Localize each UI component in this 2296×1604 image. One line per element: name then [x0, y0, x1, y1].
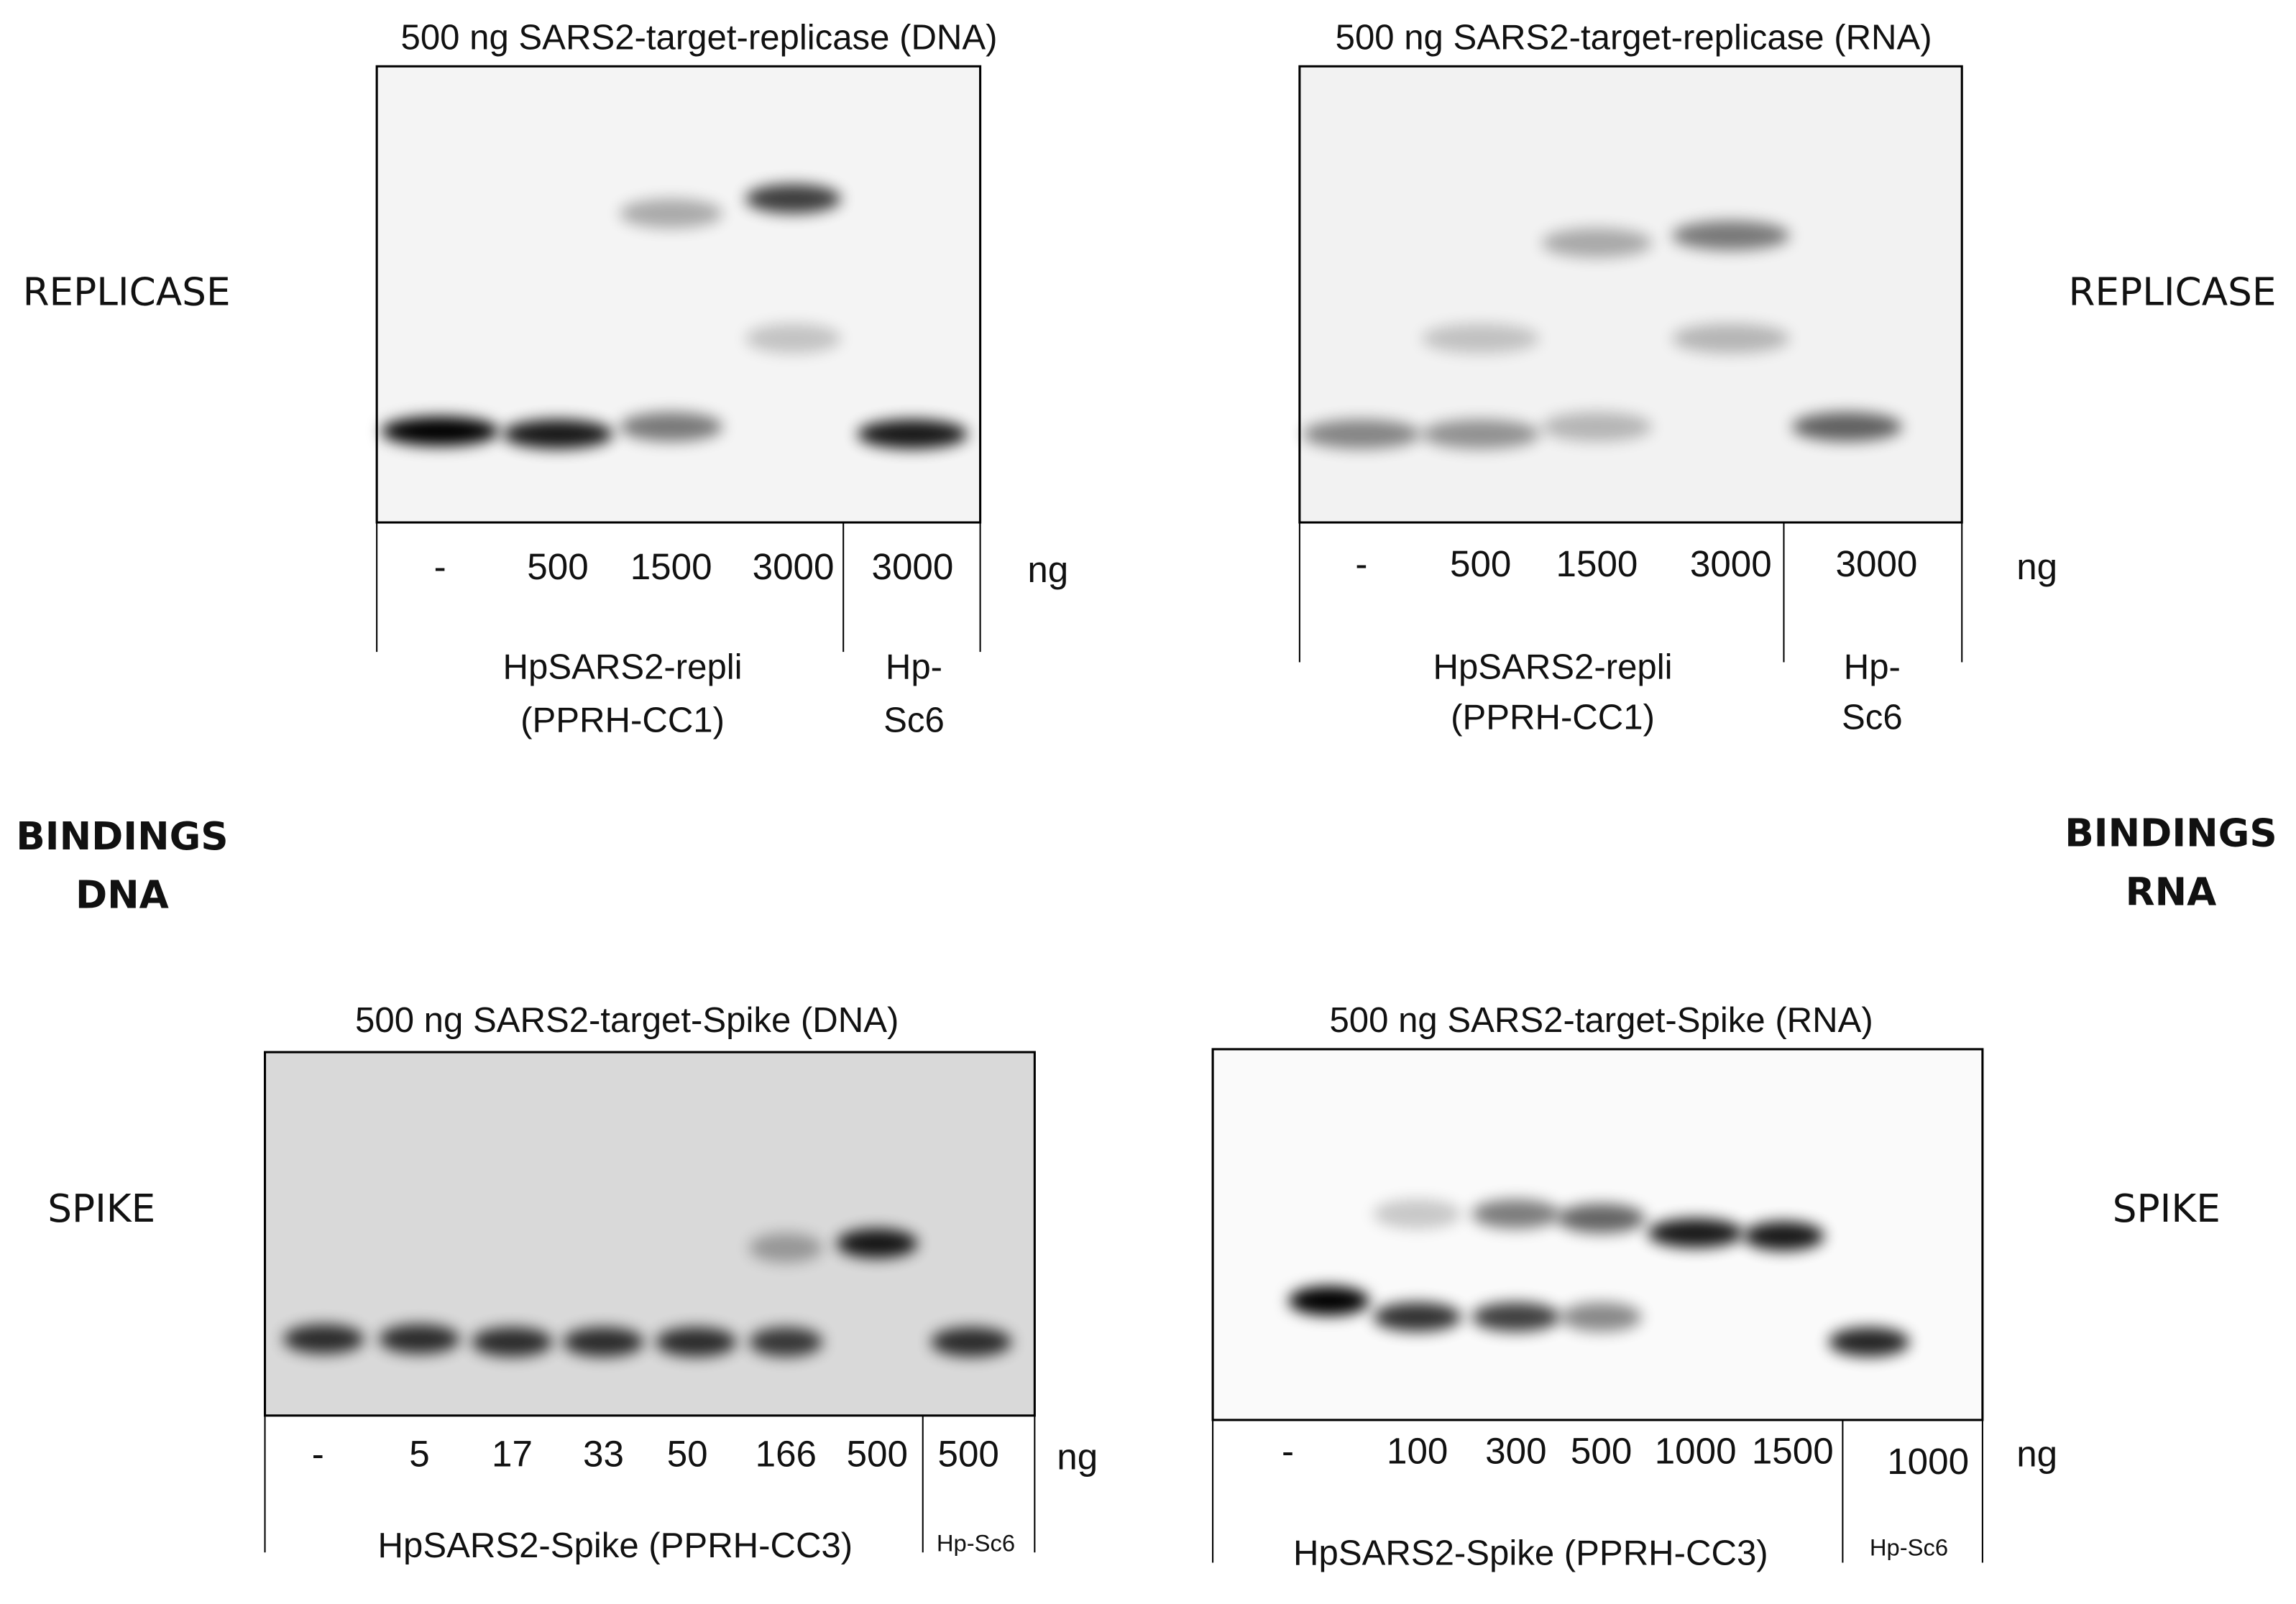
lane-label: 17	[492, 1434, 533, 1475]
row-label: RNA	[2126, 870, 2217, 915]
gel-band	[1828, 1327, 1910, 1357]
row-label: SPIKE	[47, 1186, 155, 1231]
lane-label: 50	[667, 1434, 708, 1475]
group-label: Sc6	[1842, 698, 1903, 737]
row-label: BINDINGS	[16, 814, 228, 859]
gel-band	[749, 1327, 823, 1357]
lane-label: 1500	[630, 546, 712, 587]
group-label: Hp-	[886, 648, 942, 687]
lane-label: 3000	[1836, 543, 1918, 584]
row-label: REPLICASE	[2069, 269, 2277, 314]
lane-label: 1500	[1556, 543, 1638, 584]
gel-image	[375, 65, 982, 524]
gel-band	[502, 419, 613, 449]
gel-band	[619, 412, 723, 442]
gel-band	[1373, 1199, 1462, 1229]
gel-band	[1671, 221, 1790, 251]
row-label: SPIKE	[2113, 1186, 2221, 1231]
gel-band	[1471, 1199, 1561, 1229]
gel-band	[745, 184, 842, 214]
row-label: DNA	[75, 873, 169, 918]
group-label: HpSARS2-Spike (PPRH-CC3)	[1293, 1534, 1768, 1572]
gel-band	[381, 416, 500, 446]
lane-label: 500	[1450, 543, 1511, 584]
unit-label: ng	[2016, 1434, 2057, 1475]
unit-label: ng	[2016, 546, 2057, 587]
gel-band	[1671, 323, 1790, 354]
gel-band	[619, 198, 723, 229]
row-label: REPLICASE	[23, 269, 231, 314]
lane-label: -	[1282, 1431, 1294, 1472]
lane-label: 3000	[871, 546, 953, 587]
gel-band	[1561, 1302, 1642, 1332]
lane-label: 1500	[1752, 1431, 1834, 1472]
group-label: HpSARS2-repli	[1433, 648, 1672, 687]
gel-band	[1421, 323, 1540, 354]
lane-label: 5	[409, 1434, 429, 1475]
gel-band	[563, 1327, 644, 1357]
row-label: BINDINGS	[2065, 811, 2277, 856]
gel-image	[264, 1051, 1036, 1417]
gel-band	[379, 1324, 460, 1354]
lane-label: 1000	[1887, 1441, 1969, 1482]
group-label: HpSARS2-Spike (PPRH-CC3)	[378, 1526, 853, 1565]
gel-band	[931, 1327, 1012, 1357]
lane-label: 500	[847, 1434, 908, 1475]
gel-band	[745, 323, 842, 354]
gel-image	[1298, 65, 1963, 524]
lane-label: 100	[1387, 1431, 1448, 1472]
unit-label: ng	[1027, 549, 1068, 590]
lane-label: 3000	[1690, 543, 1772, 584]
lane-label: 500	[1571, 1431, 1632, 1472]
lane-label: 500	[938, 1434, 999, 1475]
lane-label: 500	[527, 546, 588, 587]
gel-band	[1557, 1203, 1646, 1233]
lane-label: -	[312, 1434, 324, 1475]
gel-band	[749, 1232, 823, 1263]
lane-label: 166	[756, 1434, 817, 1475]
gel-band	[283, 1324, 364, 1354]
gel-title: 500 ng SARS2-target-replicase (DNA)	[401, 18, 998, 57]
gel-band	[1648, 1218, 1744, 1248]
group-label: Sc6	[883, 701, 945, 739]
group-label: Hp-Sc6	[1870, 1534, 1948, 1561]
lane-label: -	[1355, 543, 1367, 584]
gel-title: 500 ng SARS2-target-Spike (RNA)	[1329, 1001, 1873, 1040]
gel-band	[836, 1228, 918, 1258]
gel-band	[472, 1327, 553, 1357]
gel-title: 500 ng SARS2-target-Spike (DNA)	[355, 1001, 899, 1040]
gel-band	[1302, 419, 1420, 449]
lane-label: 1000	[1655, 1431, 1737, 1472]
lane-label: 33	[583, 1434, 624, 1475]
gel-image	[1211, 1048, 1984, 1421]
gel-band	[1541, 228, 1653, 258]
lane-label: -	[434, 546, 446, 587]
gel-band	[1421, 419, 1540, 449]
gel-band	[1743, 1221, 1824, 1251]
gel-title: 500 ng SARS2-target-replicase (RNA)	[1336, 18, 1932, 57]
gel-band	[656, 1327, 737, 1357]
group-label: Hp-	[1844, 648, 1901, 687]
lane-label: 3000	[753, 546, 835, 587]
gel-band	[1471, 1302, 1561, 1332]
group-label: HpSARS2-repli	[503, 648, 743, 687]
gel-band	[1541, 412, 1653, 442]
gel-band	[1373, 1302, 1462, 1332]
group-label: (PPRH-CC1)	[1451, 698, 1655, 737]
gel-band	[1288, 1286, 1370, 1316]
gel-band	[857, 419, 968, 449]
lane-label: 300	[1485, 1431, 1546, 1472]
unit-label: ng	[1057, 1437, 1098, 1478]
group-label: (PPRH-CC1)	[520, 701, 725, 739]
group-label: Hp-Sc6	[937, 1530, 1015, 1557]
gel-band	[1791, 412, 1903, 442]
